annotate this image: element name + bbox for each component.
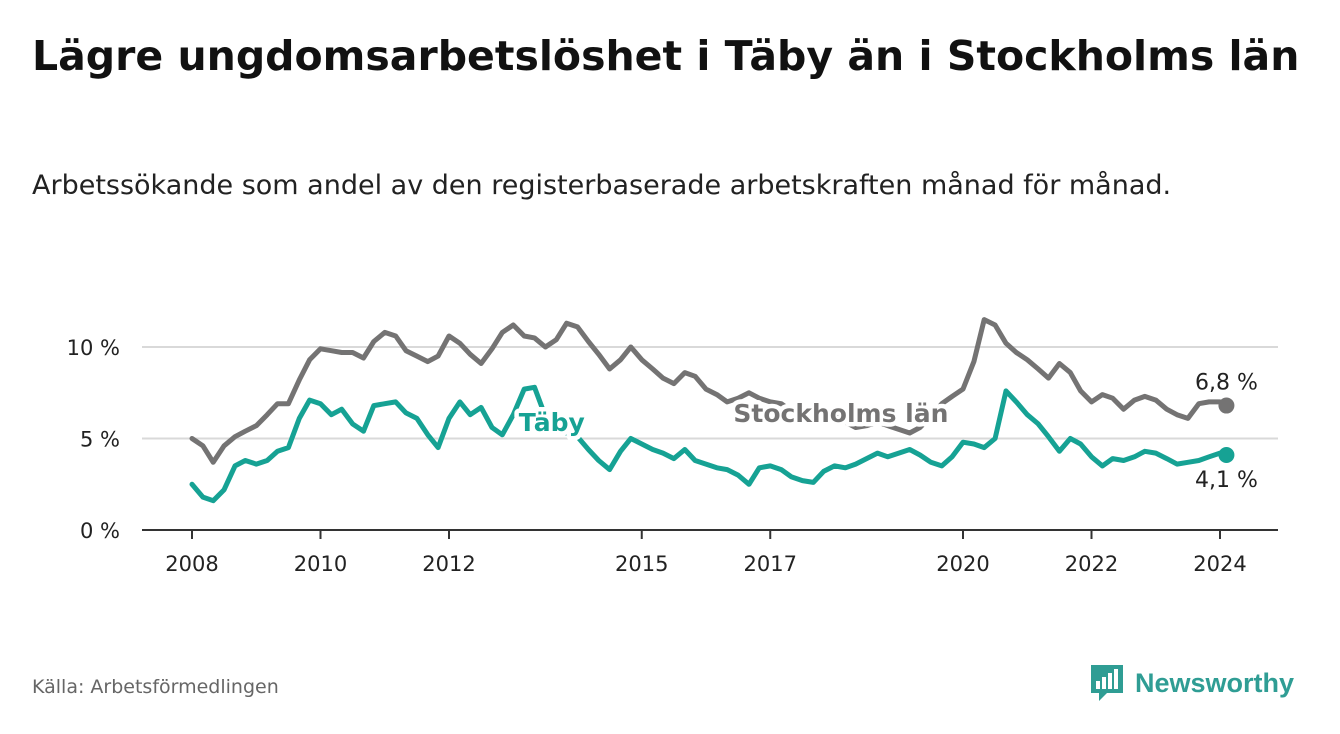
brand-name: Newsworthy xyxy=(1135,667,1295,698)
end-label-stockholm: 6,8 % xyxy=(1195,371,1258,396)
brand-logo[interactable]: Newsworthy xyxy=(1089,662,1294,704)
x-tick-label: 2020 xyxy=(936,552,989,576)
series-line-taby xyxy=(189,384,1229,504)
x-tick-label: 2008 xyxy=(165,552,218,576)
x-tick-label: 2024 xyxy=(1193,552,1246,576)
series-label-taby: Täby xyxy=(519,408,585,437)
end-point-stockholm xyxy=(1218,397,1235,414)
source-note: Källa: Arbetsförmedlingen xyxy=(32,676,279,698)
y-tick-label: 0 % xyxy=(80,519,120,543)
x-tick-label: 2012 xyxy=(422,552,475,576)
x-tick-label: 2010 xyxy=(294,552,347,576)
y-tick-label: 5 % xyxy=(80,428,120,452)
newsworthy-logo-icon xyxy=(1091,665,1123,701)
end-point-taby xyxy=(1218,446,1235,463)
x-tick-label: 2017 xyxy=(744,552,797,576)
end-label-taby: 4,1 % xyxy=(1195,468,1258,493)
x-tick-label: 2015 xyxy=(615,552,668,576)
series-label-stockholm: Stockholms län xyxy=(733,399,948,428)
chart-subtitle: Arbetssökande som andel av den registerb… xyxy=(32,170,1172,201)
x-tick-label: 2022 xyxy=(1065,552,1118,576)
chart-title: Lägre ungdomsarbetslöshet i Täby än i St… xyxy=(32,32,1300,80)
series-line-stockholm xyxy=(189,317,1229,465)
y-tick-label: 10 % xyxy=(67,336,120,360)
